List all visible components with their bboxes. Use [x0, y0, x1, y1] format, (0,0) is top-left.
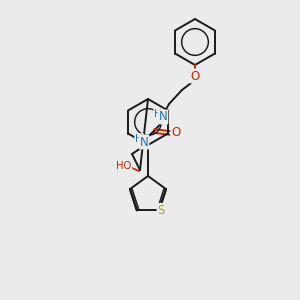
Text: O: O: [171, 127, 181, 140]
Text: O: O: [190, 70, 200, 83]
Text: N: N: [140, 136, 148, 148]
Text: H: H: [135, 134, 143, 144]
Text: HO: HO: [116, 161, 132, 171]
Text: S: S: [158, 204, 165, 217]
Text: H: H: [154, 109, 162, 119]
Text: N: N: [159, 110, 167, 124]
